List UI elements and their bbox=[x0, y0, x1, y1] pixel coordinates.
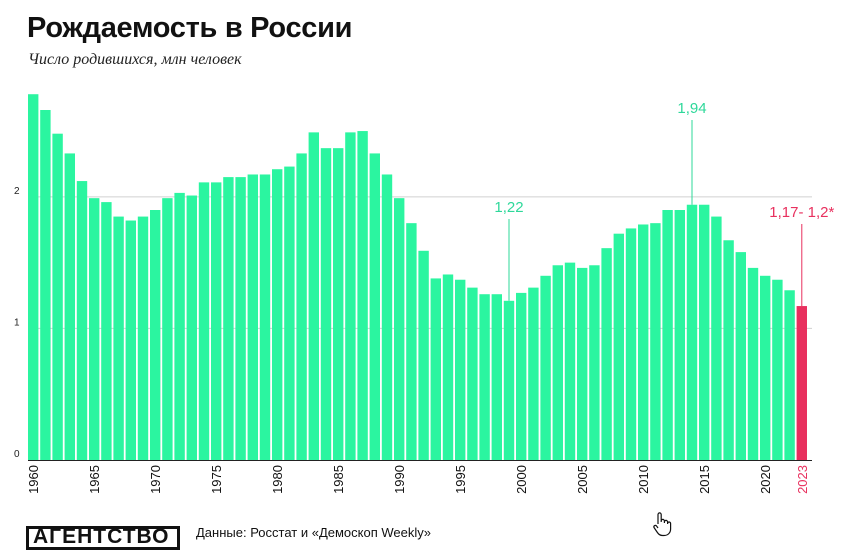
bar-1960 bbox=[28, 94, 39, 461]
annotation-2014: 1,94 bbox=[677, 100, 706, 117]
bar-2009 bbox=[625, 228, 637, 460]
bar-2023 bbox=[796, 306, 807, 460]
x-tick-label: 1970 bbox=[148, 465, 163, 494]
x-tick-label: 1965 bbox=[87, 465, 102, 494]
bar-2015 bbox=[699, 204, 710, 460]
bar-1999 bbox=[503, 300, 515, 460]
bar-2017 bbox=[723, 240, 734, 460]
data-source: Данные: Росстат и «Демоскоп Weekly» bbox=[196, 525, 431, 540]
bar-1993 bbox=[430, 278, 441, 460]
bar-2008 bbox=[613, 233, 624, 460]
annotation-1999: 1,22 bbox=[494, 199, 523, 216]
bar-1978 bbox=[247, 174, 258, 460]
bar-2021 bbox=[772, 279, 783, 460]
agency-logo: АГЕНТСТВО bbox=[26, 526, 180, 550]
bar-1972 bbox=[174, 192, 185, 461]
bar-2016 bbox=[711, 216, 722, 460]
birth-rate-chart: 1,22 1,94 1,17- 1,2* 0 1 2 1960 1965 1970 1975 19… bbox=[14, 94, 834, 494]
bar-1969 bbox=[137, 216, 149, 460]
bar-1962 bbox=[52, 133, 63, 460]
x-tick-label: 2000 bbox=[514, 465, 529, 494]
mouse-cursor-icon bbox=[653, 512, 672, 537]
bar-1973 bbox=[186, 195, 197, 461]
bar-1992 bbox=[418, 250, 429, 460]
y-tick-label: 0 bbox=[14, 449, 20, 460]
bar-1982 bbox=[296, 153, 307, 460]
bar-1988 bbox=[369, 153, 380, 460]
x-tick-label: 1995 bbox=[453, 465, 468, 494]
y-tick-label: 1 bbox=[14, 317, 20, 328]
bar-1994 bbox=[442, 274, 454, 460]
bar-1983 bbox=[308, 132, 319, 461]
bar-1981 bbox=[284, 166, 295, 460]
bar-2001 bbox=[528, 287, 539, 460]
bar-1975 bbox=[211, 182, 222, 461]
bar-2012 bbox=[662, 210, 673, 460]
bar-2019 bbox=[747, 267, 759, 460]
bar-2020 bbox=[760, 275, 771, 460]
bar-2002 bbox=[540, 275, 551, 460]
bar-2005 bbox=[577, 267, 588, 460]
bar-1974 bbox=[198, 182, 210, 461]
bar-1968 bbox=[125, 220, 136, 460]
x-tick-label: 1985 bbox=[331, 465, 346, 494]
chart-title: Рождаемость в России bbox=[27, 12, 353, 44]
x-tick-label: 2020 bbox=[758, 465, 773, 494]
x-tick-label: 2010 bbox=[636, 465, 651, 494]
bar-1979 bbox=[259, 174, 271, 460]
bar-1985 bbox=[333, 148, 344, 460]
x-tick-label: 2005 bbox=[575, 465, 590, 494]
bar-2014 bbox=[686, 204, 698, 460]
x-tick-label: 2023 bbox=[795, 465, 810, 494]
x-tick-label: 1990 bbox=[392, 465, 407, 494]
bar-1991 bbox=[406, 223, 417, 460]
bar-1977 bbox=[235, 177, 246, 460]
annotation-2023: 1,17- 1,2* bbox=[769, 204, 834, 221]
bar-2013 bbox=[674, 210, 685, 460]
bar-2004 bbox=[564, 262, 576, 460]
bar-2006 bbox=[589, 265, 600, 460]
y-tick-label: 2 bbox=[14, 186, 20, 197]
bar-2010 bbox=[638, 224, 649, 460]
bar-1965 bbox=[89, 198, 100, 460]
chart-subtitle: Число родившихся, млн человек bbox=[28, 51, 242, 68]
bar-1970 bbox=[150, 210, 161, 460]
bar-1995 bbox=[455, 279, 466, 460]
bar-1961 bbox=[40, 110, 51, 460]
bar-1997 bbox=[479, 294, 490, 460]
bar-1964 bbox=[76, 181, 88, 461]
bar-1966 bbox=[101, 202, 112, 460]
bar-1990 bbox=[394, 198, 405, 460]
bar-1980 bbox=[272, 169, 283, 461]
bar-1996 bbox=[467, 287, 478, 460]
x-tick-label: 1980 bbox=[270, 465, 285, 494]
x-tick-label: 1975 bbox=[209, 465, 224, 494]
bar-2022 bbox=[784, 290, 795, 460]
bar-1998 bbox=[491, 294, 502, 460]
bar-1967 bbox=[113, 216, 124, 460]
x-tick-label: 1960 bbox=[26, 465, 41, 494]
bar-2011 bbox=[650, 223, 661, 460]
bar-1989 bbox=[381, 174, 393, 460]
bar-1984 bbox=[320, 148, 332, 460]
bar-1976 bbox=[223, 177, 234, 460]
bar-2000 bbox=[516, 292, 527, 460]
bar-1986 bbox=[345, 132, 356, 461]
bar-2018 bbox=[735, 252, 746, 460]
x-tick-label: 2015 bbox=[697, 465, 712, 494]
bar-1987 bbox=[357, 131, 368, 461]
bar-2003 bbox=[552, 265, 563, 460]
bar-1971 bbox=[162, 198, 173, 460]
bar-1963 bbox=[64, 153, 75, 460]
bar-2007 bbox=[601, 248, 612, 460]
